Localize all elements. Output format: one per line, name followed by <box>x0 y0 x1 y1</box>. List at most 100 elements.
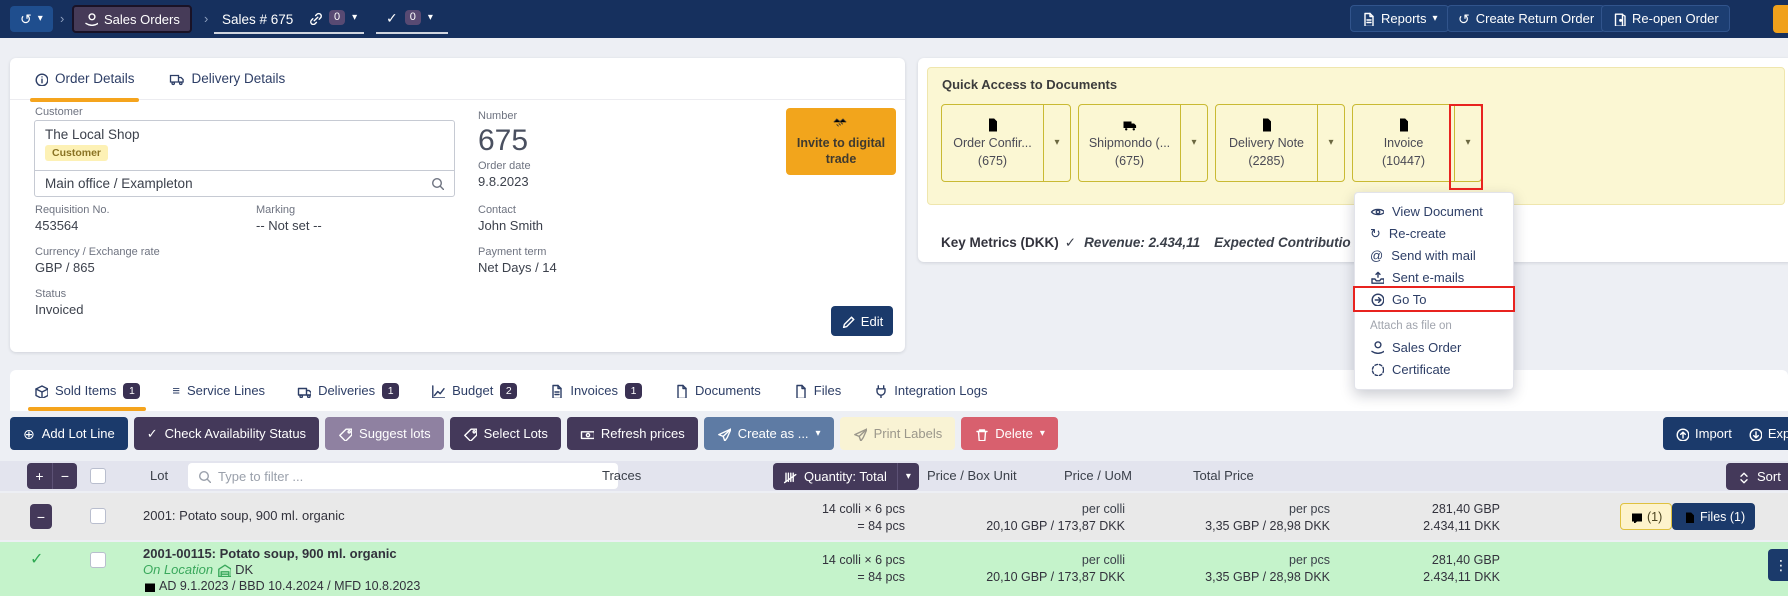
suggest-lots-button[interactable]: Suggest lots <box>325 417 444 450</box>
create-return-order-button[interactable]: ↺ Create Return Order <box>1447 5 1606 32</box>
at-icon: @ <box>1370 247 1384 263</box>
reopen-order-button[interactable]: Re-open Order <box>1601 5 1730 32</box>
menu-sent-emails[interactable]: Sent e-mails <box>1355 266 1513 288</box>
create-as-button[interactable]: Create as ... ▾ <box>703 417 834 450</box>
order-number: 675 <box>478 124 529 157</box>
files-button[interactable]: Files (1) <box>1672 503 1756 530</box>
breadcrumb-separator: › <box>60 11 65 26</box>
tally-icon <box>783 472 797 483</box>
tab-budget[interactable]: Budget 2 <box>431 370 518 411</box>
number-label: Number <box>478 110 518 122</box>
quantity-dropdown-toggle[interactable]: ▾ <box>896 463 919 490</box>
select-all-checkbox[interactable] <box>90 468 106 484</box>
row-checkbox[interactable] <box>90 508 106 524</box>
annotation-red-box-invoice-caret <box>1449 104 1483 190</box>
tab-delivery-details[interactable]: Delivery Details <box>169 58 285 100</box>
menu-go-to[interactable]: Go To <box>1353 286 1515 312</box>
check-availability-button[interactable]: ✓ Check Availability Status <box>133 417 320 450</box>
go-to-icon <box>1371 293 1384 306</box>
customer-address-field[interactable]: Main office / Exampleton <box>35 170 454 196</box>
invoice-file-icon <box>552 384 563 398</box>
doc-dropdown-toggle-invoice[interactable]: ▾ <box>1454 105 1481 181</box>
menu-view-document[interactable]: View Document <box>1355 200 1513 222</box>
tab-badge: 1 <box>625 382 643 399</box>
doc-shipmondo[interactable]: Shipmondo (... (675) <box>1079 105 1180 181</box>
edit-button[interactable]: Edit <box>831 306 893 336</box>
invite-digital-trade-button[interactable]: Invite to digital trade <box>786 108 896 175</box>
customer-name-field[interactable]: The Local Shop Customer <box>35 121 454 171</box>
key-metrics-title: Key Metrics (DKK) <box>941 235 1059 250</box>
doc-dropdown-toggle[interactable]: ▾ <box>1043 105 1070 181</box>
tab-service-lines[interactable]: ≡ Service Lines <box>172 383 266 398</box>
refresh-icon: ↻ <box>1370 225 1381 241</box>
doc-invoice[interactable]: Invoice (10447) <box>1353 105 1454 181</box>
total-price-cell: 281,40 GBP 2.434,11 DKK <box>1423 502 1500 533</box>
doc-delivery-note[interactable]: Delivery Note (2285) <box>1216 105 1317 181</box>
select-lots-button[interactable]: Select Lots <box>449 417 561 450</box>
comments-button[interactable]: (1) <box>1620 503 1673 530</box>
customer-field-group: The Local Shop Customer Main office / Ex… <box>34 120 455 197</box>
reports-button[interactable]: Reports ▾ <box>1350 5 1449 32</box>
doc-dropdown-toggle[interactable]: ▾ <box>1317 105 1344 181</box>
truncated-action-button[interactable] <box>1773 5 1788 33</box>
menu-attach-sales-order[interactable]: Sales Order <box>1355 336 1513 358</box>
tab-order-details[interactable]: Order Details <box>30 58 139 102</box>
history-button[interactable]: ↺ ▾ <box>10 6 53 32</box>
currency-label: Currency / Exchange rate <box>35 246 160 258</box>
doc-order-confirmation[interactable]: Order Confir... (675) <box>942 105 1043 181</box>
linked-documents-control[interactable]: 0 ▾ <box>308 10 357 25</box>
tab-invoices[interactable]: Invoices 1 <box>549 370 643 411</box>
payment-term-label: Payment term <box>478 246 547 258</box>
print-labels-button[interactable]: Print Labels <box>839 417 956 450</box>
menu-send-with-mail[interactable]: @ Send with mail <box>1370 247 1476 263</box>
expand-all-button[interactable]: + <box>27 463 52 489</box>
truck-icon <box>169 74 184 85</box>
tab-integration-logs[interactable]: Integration Logs <box>873 370 987 411</box>
tab-documents[interactable]: Documents <box>674 370 761 411</box>
add-lot-line-button[interactable]: ⊕ Add Lot Line <box>10 417 128 450</box>
delete-button[interactable]: Delete ▾ <box>961 417 1058 450</box>
upload-icon <box>1676 428 1689 441</box>
collapse-row-button[interactable]: − <box>30 504 52 529</box>
payment-term-value: Net Days / 14 <box>478 260 557 275</box>
chevron-down-icon: ▾ <box>427 11 433 23</box>
product-name: 2001: Potato soup, 900 ml. organic <box>143 508 345 523</box>
tab-files[interactable]: Files <box>793 370 841 411</box>
quantity-mode-button[interactable]: Quantity: Total ▾ <box>773 463 919 490</box>
chevron-down-icon: ▾ <box>1039 427 1045 439</box>
tab-deliveries[interactable]: Deliveries 1 <box>297 370 400 411</box>
price-uom-header: Price / UoM <box>1064 468 1132 483</box>
status-value: Invoiced <box>35 302 84 317</box>
chart-icon <box>432 384 446 398</box>
table-row-product[interactable]: − 2001: Potato soup, 900 ml. organic 14 … <box>0 493 1788 540</box>
search-icon[interactable] <box>430 176 444 190</box>
filter-input[interactable] <box>188 463 618 489</box>
key-metrics-expected: Expected Contribution M <box>1214 235 1351 250</box>
allocated-check-icon: ✓ <box>30 551 44 568</box>
refresh-prices-button[interactable]: Refresh prices <box>566 417 698 450</box>
menu-re-create[interactable]: ↻ Re-create <box>1370 225 1446 241</box>
chevron-down-icon: ▾ <box>1328 137 1334 148</box>
marking-value: -- Not set -- <box>256 218 322 233</box>
export-button[interactable]: Exp <box>1748 426 1788 441</box>
table-row-lot[interactable]: ✓ 2001-00115: Potato soup, 900 ml. organ… <box>0 542 1788 596</box>
tag-icon <box>339 428 353 441</box>
import-button[interactable]: Import <box>1675 426 1732 441</box>
tasks-control[interactable]: ✓ 0 ▾ <box>386 10 433 25</box>
row-more-actions-button[interactable]: ⋮ <box>1768 549 1788 581</box>
lot-location-line: On Location DK <box>143 562 420 577</box>
sort-button[interactable]: Sort <box>1726 463 1788 490</box>
plug-icon <box>876 384 886 398</box>
status-label: Status <box>35 288 67 300</box>
tab-sold-items[interactable]: Sold Items 1 <box>27 370 147 411</box>
chevron-down-icon: ▾ <box>1432 12 1438 24</box>
row-checkbox[interactable] <box>90 552 106 568</box>
doc-dropdown-toggle[interactable]: ▾ <box>1180 105 1207 181</box>
truck-icon <box>297 387 312 398</box>
contact-value: John Smith <box>478 218 544 233</box>
outbox-icon <box>1371 271 1384 284</box>
collapse-all-button[interactable]: − <box>52 463 77 489</box>
breadcrumb-sales-orders[interactable]: Sales Orders <box>72 5 192 33</box>
menu-attach-certificate[interactable]: Certificate <box>1355 358 1513 380</box>
chevron-down-icon: ▾ <box>905 470 911 482</box>
